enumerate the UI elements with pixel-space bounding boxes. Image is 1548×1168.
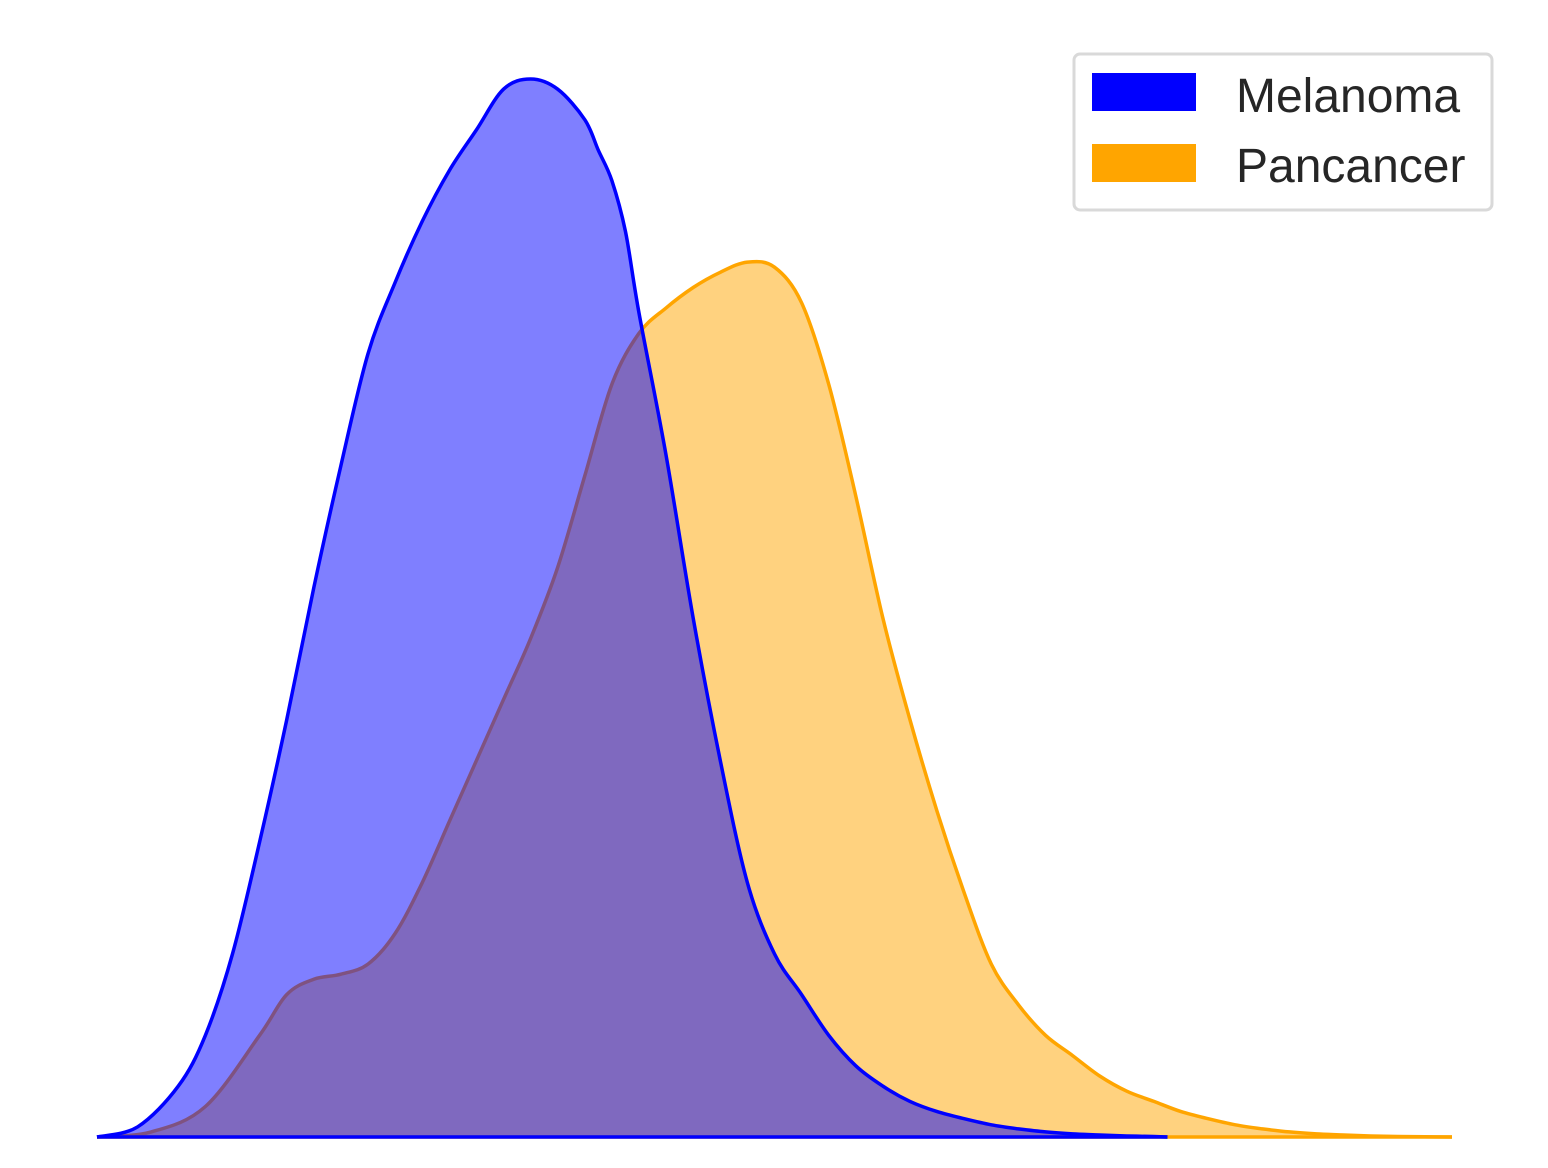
legend-label-melanoma: Melanoma bbox=[1236, 70, 1460, 123]
legend-swatch-pancancer bbox=[1092, 144, 1196, 182]
legend-label-pancancer: Pancancer bbox=[1236, 140, 1465, 193]
series-layer bbox=[96, 77, 1453, 1139]
series-line-melanoma bbox=[96, 77, 1168, 1139]
legend: Melanoma Pancancer bbox=[1072, 52, 1494, 212]
series-area-melanoma bbox=[97, 79, 1168, 1137]
legend-swatch-melanoma bbox=[1092, 73, 1196, 111]
